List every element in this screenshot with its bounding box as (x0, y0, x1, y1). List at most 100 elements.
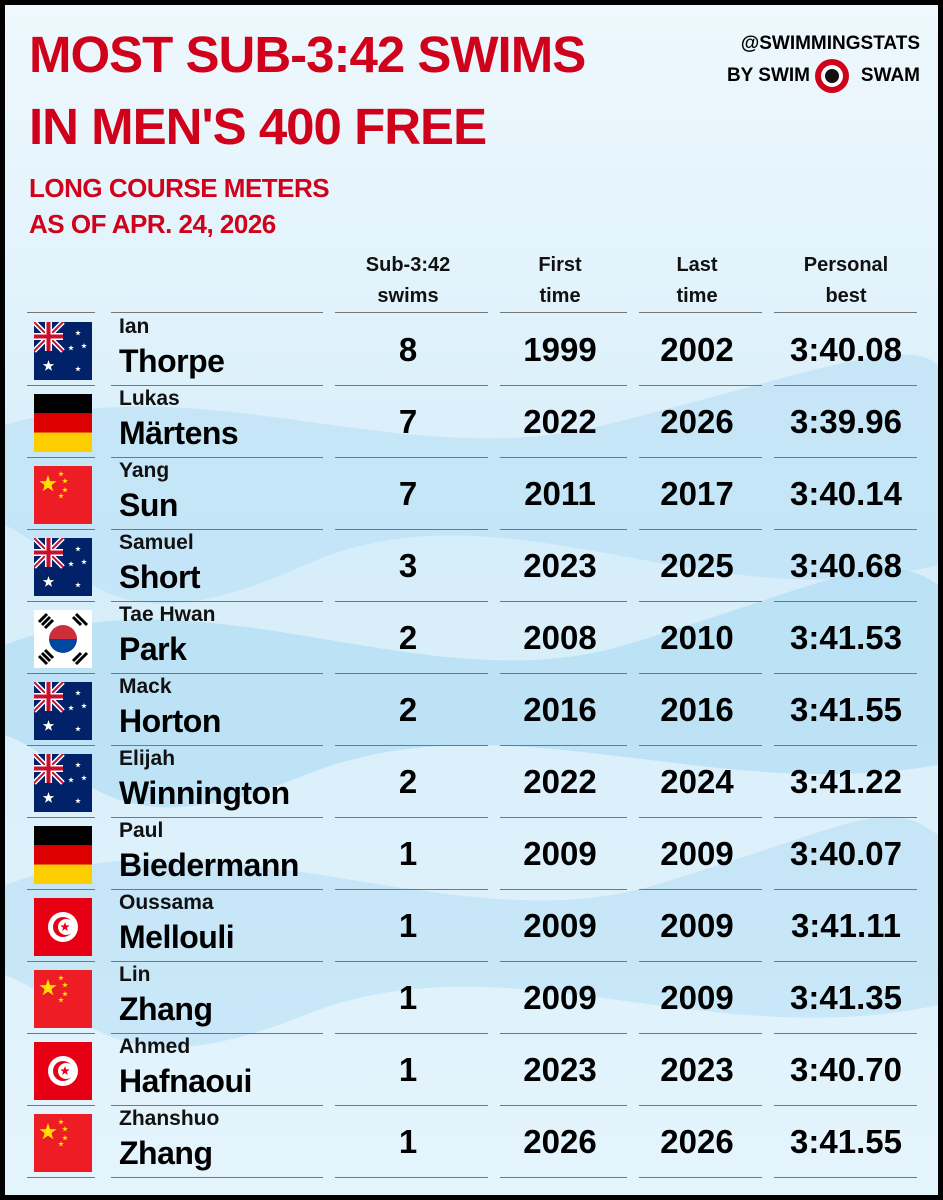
cell: 2002 (660, 331, 734, 368)
row-separator (27, 385, 95, 386)
cell: 1999 (523, 331, 597, 368)
row-separator (27, 889, 95, 890)
cell: 2017 (660, 475, 734, 512)
row-separator (111, 457, 323, 458)
cell: 2009 (523, 907, 597, 944)
wave-background (5, 354, 938, 1048)
cell: 2 (398, 619, 418, 656)
column-header: time (676, 285, 718, 307)
row-separator (111, 385, 323, 386)
row-separator (774, 889, 917, 890)
last-name: Mellouli (119, 919, 235, 955)
cell: 3:41.55 (790, 1123, 902, 1160)
column-header: Sub-3:42 (365, 254, 451, 276)
cell: 3:41.55 (790, 691, 902, 728)
flag (34, 826, 92, 884)
brand-handle: @SWIMMINGSTATS (740, 33, 920, 54)
row-separator (639, 1105, 762, 1106)
flag (34, 682, 92, 740)
cell: 2024 (660, 763, 734, 800)
first-name: Elijah (119, 747, 176, 770)
last-name: Zhang (119, 991, 213, 1027)
row-separator (639, 673, 762, 674)
row-separator (639, 961, 762, 962)
row-separator (111, 312, 323, 313)
row-separator (335, 817, 488, 818)
row-separator (500, 601, 627, 602)
column-header: best (825, 285, 867, 307)
row-separator (111, 817, 323, 818)
row-separator (27, 745, 95, 746)
cell: 7 (398, 403, 418, 440)
row-separator (500, 312, 627, 313)
row-separator (639, 529, 762, 530)
cell: 2010 (660, 619, 734, 656)
cell: 2025 (660, 547, 734, 584)
cell: 2009 (660, 907, 734, 944)
cell: 3:40.70 (790, 1051, 902, 1088)
row-separator (27, 529, 95, 530)
first-name: Lukas (119, 387, 180, 410)
cell: 3:40.08 (790, 331, 902, 368)
first-name: Samuel (119, 531, 194, 554)
flag (34, 610, 92, 668)
subtitle: LONG COURSE METERS (29, 173, 330, 203)
row-separator (335, 385, 488, 386)
row-separator (774, 1177, 917, 1178)
cell: 2023 (660, 1051, 734, 1088)
last-name: Short (119, 559, 201, 595)
cell: 1 (398, 979, 418, 1016)
row-separator (335, 312, 488, 313)
cell: 2009 (660, 979, 734, 1016)
last-name: Zhang (119, 1135, 213, 1171)
cell: 2016 (660, 691, 734, 728)
column-header: swims (377, 285, 439, 307)
row-separator (500, 385, 627, 386)
cell: 2011 (524, 475, 596, 512)
row-separator (27, 601, 95, 602)
first-name: Paul (119, 819, 164, 842)
last-name: Thorpe (119, 343, 225, 379)
cell: 2009 (660, 835, 734, 872)
row-separator (639, 1033, 762, 1034)
row-separator (639, 817, 762, 818)
row-separator (500, 889, 627, 890)
row-separator (27, 961, 95, 962)
cell: 3:40.68 (790, 547, 902, 584)
row-separator (111, 601, 323, 602)
flag (34, 1042, 92, 1100)
row-separator (500, 1177, 627, 1178)
cell: 1 (398, 1123, 418, 1160)
cell: 1 (398, 907, 418, 944)
title: MOST SUB-3:42 SWIMS (29, 26, 586, 83)
column-header: First (538, 254, 582, 276)
row-separator (335, 1033, 488, 1034)
flag (34, 322, 92, 380)
brand-by: BY SWIM (726, 65, 810, 86)
title: IN MEN'S 400 FREE (29, 98, 487, 155)
row-separator (774, 817, 917, 818)
last-name: Märtens (119, 415, 239, 451)
row-separator (111, 745, 323, 746)
cell: 2026 (523, 1123, 597, 1160)
cell: 2009 (523, 835, 597, 872)
row-separator (335, 889, 488, 890)
cell: 3:40.14 (790, 475, 902, 512)
flag (34, 466, 92, 524)
row-separator (335, 673, 488, 674)
last-name: Park (119, 631, 187, 667)
row-separator (335, 1105, 488, 1106)
cell: 8 (398, 331, 418, 368)
row-separator (639, 1177, 762, 1178)
first-name: Yang (119, 459, 170, 482)
cell: 2026 (660, 1123, 734, 1160)
flag (34, 754, 92, 812)
last-name: Biedermann (119, 847, 299, 883)
row-separator (774, 673, 917, 674)
cell: 3:41.35 (790, 979, 902, 1016)
row-separator (111, 889, 323, 890)
row-separator (500, 529, 627, 530)
cell: 2016 (523, 691, 597, 728)
cell: 1 (398, 1051, 418, 1088)
first-name: Oussama (119, 891, 214, 914)
